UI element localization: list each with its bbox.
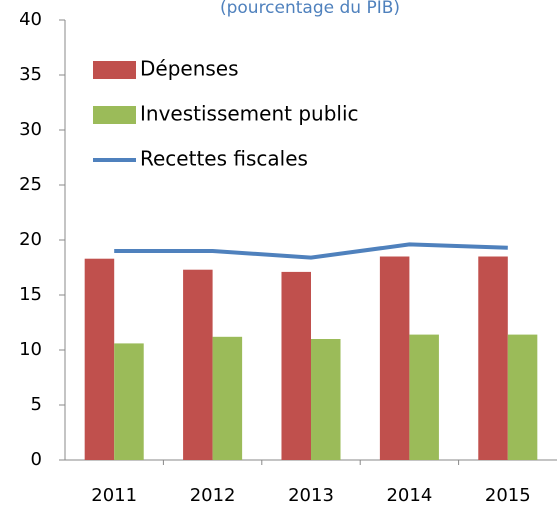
legend-label: Recettes fiscales	[140, 147, 308, 171]
x-tick-label: 2015	[485, 485, 531, 506]
bar	[281, 271, 311, 460]
x-tick-label: 2011	[91, 485, 137, 506]
x-tick-label: 2012	[190, 485, 236, 506]
legend-label: Investissement public	[140, 102, 359, 126]
y-tick-label: 0	[31, 449, 42, 470]
bar	[507, 334, 538, 460]
y-tick-label: 5	[31, 394, 42, 415]
bar	[183, 269, 213, 460]
bar	[212, 336, 243, 460]
y-tick-label: 35	[19, 64, 42, 85]
bar	[114, 343, 144, 460]
legend-label: Dépenses	[140, 57, 239, 81]
legend-swatch	[93, 106, 136, 124]
y-tick-label: 15	[19, 284, 42, 305]
y-tick-label: 10	[19, 339, 42, 360]
bar	[84, 258, 115, 460]
bar	[409, 334, 439, 460]
y-tick-label: 30	[19, 119, 42, 140]
chart-subtitle: (pourcentage du PIB)	[220, 0, 400, 18]
bar	[379, 256, 410, 460]
bar	[478, 256, 508, 460]
y-tick-label: 25	[19, 174, 42, 195]
x-tick-label: 2013	[288, 485, 334, 506]
legend-swatch	[93, 61, 136, 79]
y-tick-label: 20	[19, 229, 42, 250]
bar	[311, 339, 341, 460]
line	[114, 242, 508, 260]
x-tick-label: 2014	[386, 485, 432, 506]
y-tick-label: 40	[19, 9, 42, 30]
